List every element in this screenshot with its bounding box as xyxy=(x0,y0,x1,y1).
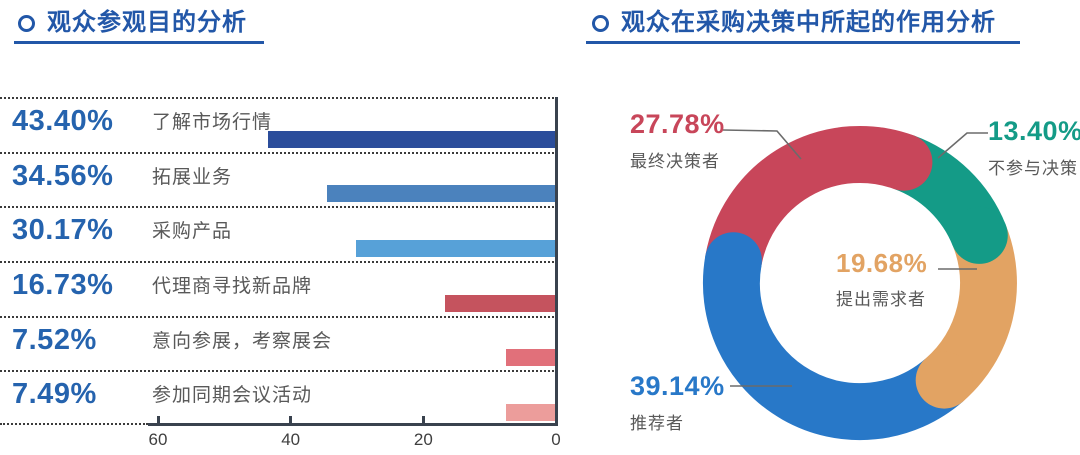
bar-category-label: 代理商寻找新品牌 xyxy=(152,276,313,298)
bar-row: 7.52% 意向参展，考察展会 xyxy=(0,315,558,371)
bar xyxy=(506,404,556,422)
left-title-underline xyxy=(14,41,264,44)
bar xyxy=(327,185,556,203)
bar-chart-x-axis-dotted-extension xyxy=(0,423,148,425)
bar-value-label: 16.73% xyxy=(12,269,114,302)
donut-category: 提出需求者 xyxy=(836,290,926,309)
bar-category-label: 参加同期会议活动 xyxy=(152,385,313,407)
donut-segment xyxy=(702,255,963,441)
bar xyxy=(506,349,556,367)
donut-label-no-participation: 13.40% 不参与决策 xyxy=(988,118,1080,179)
donut-value: 13.40% xyxy=(988,116,1080,146)
bar-value-label: 43.40% xyxy=(12,105,114,137)
bar-value-label: 7.52% xyxy=(12,323,97,356)
bar-category-label: 意向参展，考察展会 xyxy=(152,330,333,352)
bar-row: 34.56% 拓展业务 xyxy=(0,151,558,207)
donut-segment-cap xyxy=(915,351,973,409)
axis-tick-mark xyxy=(289,416,293,423)
donut-segment-cap xyxy=(950,206,1008,264)
axis-tick-mark xyxy=(421,416,425,423)
bar-category-label: 拓展业务 xyxy=(152,166,233,188)
bar-value-label: 7.49% xyxy=(12,378,97,411)
right-title-underline xyxy=(586,41,1020,44)
donut-category: 推荐者 xyxy=(630,414,684,433)
bar xyxy=(356,240,556,258)
bar-row: 7.49% 参加同期会议活动 xyxy=(0,370,558,425)
left-chart-title: 观众参观目的分析 xyxy=(18,11,247,35)
axis-tick-label: 60 xyxy=(148,430,168,449)
donut-label-recommender: 39.14% 推荐者 xyxy=(630,373,725,434)
bar-category-label: 了解市场行情 xyxy=(152,112,273,133)
donut-segment-cap xyxy=(704,232,762,290)
axis-tick-label: 0 xyxy=(551,430,561,449)
donut-label-demand-proposer: 19.68% 提出需求者 xyxy=(836,250,927,310)
bar-row: 43.40% 了解市场行情 xyxy=(0,97,558,152)
bar xyxy=(268,130,556,148)
title-bullet-icon xyxy=(592,14,609,32)
bar-chart-x-axis xyxy=(148,423,558,426)
title-bullet-icon xyxy=(18,14,35,32)
axis-tick-mark xyxy=(156,416,160,423)
donut-segment xyxy=(705,125,914,267)
bar-value-label: 30.17% xyxy=(12,214,114,247)
leader-line-final-decision xyxy=(722,129,802,160)
right-chart-title-text: 观众在采购决策中所起的作用分析 xyxy=(621,9,996,36)
bar-value-label: 34.56% xyxy=(12,159,114,192)
axis-tick-label: 20 xyxy=(413,430,433,449)
leader-line-no-participation xyxy=(937,132,988,159)
bar-chart-rows: 43.40% 了解市场行情 34.56% 拓展业务 30.17% 采购产品 16.73% 代理… xyxy=(0,97,558,425)
bar xyxy=(445,294,556,312)
bar-chart-right-spine xyxy=(555,97,558,426)
axis-tick-label: 40 xyxy=(281,430,301,449)
visit-purpose-bar-chart: 43.40% 了解市场行情 34.56% 拓展业务 30.17% 采购产品 16.73% 代理… xyxy=(0,97,561,449)
bar-row: 30.17% 采购产品 xyxy=(0,206,558,261)
donut-category: 不参与决策 xyxy=(988,159,1078,178)
bar-row: 16.73% 代理商寻找新品牌 xyxy=(0,261,558,316)
right-chart-title: 观众在采购决策中所起的作用分析 xyxy=(592,11,996,35)
donut-value: 19.68% xyxy=(836,248,928,278)
purchase-role-donut-chart xyxy=(702,125,1017,441)
donut-value: 39.14% xyxy=(630,371,725,401)
left-chart-title-text: 观众参观目的分析 xyxy=(47,9,247,36)
donut-label-final-decision: 27.78% 最终决策者 xyxy=(630,111,725,172)
donut-category: 最终决策者 xyxy=(630,152,720,171)
donut-segment-cap xyxy=(875,133,933,191)
donut-value: 27.78% xyxy=(630,109,725,139)
bar-category-label: 采购产品 xyxy=(152,221,233,243)
